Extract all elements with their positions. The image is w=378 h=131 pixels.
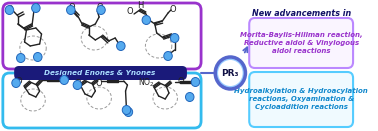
Text: O: O bbox=[169, 4, 176, 13]
Circle shape bbox=[73, 81, 82, 89]
Circle shape bbox=[170, 34, 179, 42]
Circle shape bbox=[142, 15, 150, 24]
Circle shape bbox=[5, 6, 14, 15]
Circle shape bbox=[186, 92, 194, 102]
FancyBboxPatch shape bbox=[3, 3, 201, 69]
Text: O: O bbox=[177, 78, 184, 86]
Circle shape bbox=[191, 78, 200, 86]
Circle shape bbox=[17, 53, 25, 62]
Text: Designed Enones & Ynones: Designed Enones & Ynones bbox=[44, 70, 156, 77]
FancyBboxPatch shape bbox=[3, 73, 201, 128]
Text: H: H bbox=[138, 1, 144, 10]
Circle shape bbox=[124, 108, 133, 116]
Circle shape bbox=[218, 60, 243, 86]
Circle shape bbox=[97, 6, 105, 15]
FancyBboxPatch shape bbox=[249, 72, 353, 127]
FancyBboxPatch shape bbox=[14, 66, 187, 80]
Text: PR₃: PR₃ bbox=[222, 69, 239, 78]
Circle shape bbox=[215, 57, 245, 89]
Text: Hydroalkylation & Hydroacylation
reactions, Oxyamination &
Cycloaddition reactio: Hydroalkylation & Hydroacylation reactio… bbox=[234, 88, 368, 110]
Circle shape bbox=[116, 42, 125, 50]
Circle shape bbox=[122, 105, 131, 114]
Text: O: O bbox=[127, 7, 133, 17]
Text: O: O bbox=[96, 78, 102, 88]
Text: New advancements in: New advancements in bbox=[251, 9, 351, 18]
Text: O: O bbox=[74, 78, 81, 88]
Circle shape bbox=[32, 4, 40, 12]
Circle shape bbox=[60, 75, 68, 84]
Circle shape bbox=[34, 53, 42, 61]
Text: Morita-Baylis-Hillman reaction,
Reductive aldol & Vinylogous
aldol reactions: Morita-Baylis-Hillman reaction, Reductiv… bbox=[240, 32, 363, 54]
Circle shape bbox=[67, 6, 75, 15]
Text: O: O bbox=[68, 4, 75, 12]
Circle shape bbox=[12, 78, 20, 88]
Text: O: O bbox=[6, 4, 13, 13]
Text: O: O bbox=[33, 2, 39, 12]
Text: O: O bbox=[15, 78, 22, 86]
FancyBboxPatch shape bbox=[249, 18, 353, 68]
Circle shape bbox=[164, 51, 172, 61]
Text: NO$_2$: NO$_2$ bbox=[138, 77, 155, 89]
Text: O: O bbox=[97, 4, 103, 12]
